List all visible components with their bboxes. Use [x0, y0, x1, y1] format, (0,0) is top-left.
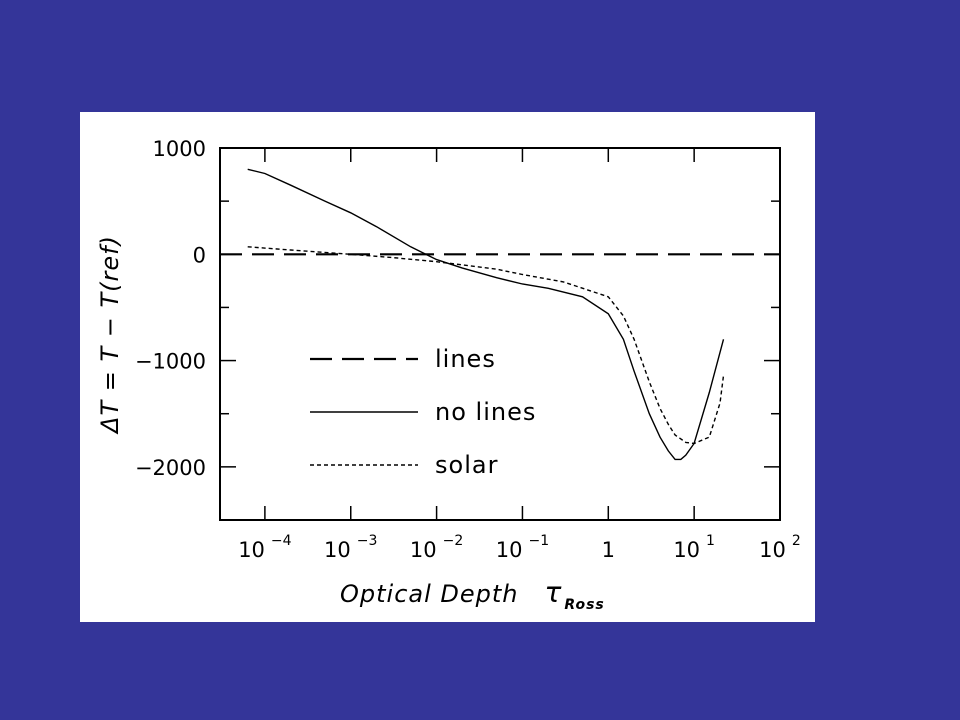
x-tick-label: 10 −3: [324, 533, 377, 562]
legend-label: solar: [435, 451, 498, 479]
x-tick-label: 10 −2: [410, 533, 463, 562]
x-tick-label: 10 1: [673, 533, 715, 562]
y-tick-label: −1000: [135, 350, 206, 374]
plot-frame: [219, 147, 781, 521]
y-tick-label: −2000: [135, 456, 206, 480]
x-tick-label: 10 2: [759, 533, 801, 562]
legend-label: lines: [435, 345, 496, 373]
chart-panel: 10 −4 10 −3 10 −2 10 −1 1 10 1 10 2 1000 0 −1000 −2000 Op…: [80, 112, 815, 622]
series-line-solar: [247, 246, 725, 445]
x-tick-label: 10 −1: [496, 533, 549, 562]
y-tick-label: 1000: [153, 137, 206, 161]
series-line-no-lines: [247, 168, 725, 461]
x-tick-label: 10 −4: [238, 533, 291, 562]
legend-label: no lines: [435, 398, 536, 426]
y-tick-label: 0: [193, 243, 206, 267]
chart: 10 −4 10 −3 10 −2 10 −1 1 10 1 10 2 1000 0 −1000 −2000 Op…: [96, 137, 801, 613]
x-axis-title: Optical Depth τ Ross: [340, 576, 605, 613]
x-tick-label: 1: [602, 538, 615, 562]
y-axis-title: ΔT = T − T(ref): [96, 235, 124, 435]
